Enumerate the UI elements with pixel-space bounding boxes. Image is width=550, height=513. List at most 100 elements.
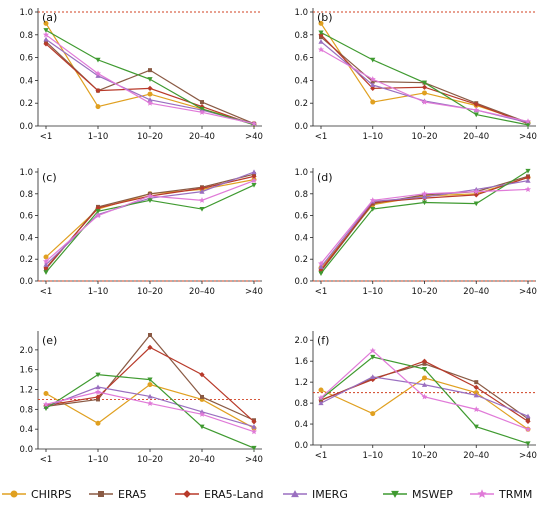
data-point-mswep: [421, 366, 428, 372]
y-tick-label: 0.0: [19, 277, 33, 287]
panel-b: 0.0 0.2 0.4 0.6 0.8 1.0 <1 1–10 10–20 20–40 >40 (b): [294, 8, 537, 142]
y-tick-label: 0.2: [294, 255, 308, 265]
x-tick-label: >40: [245, 132, 263, 142]
panel-a: 0.0 0.2 0.4 0.6 0.8 1.0 <1 1–10 10–20 20–40 >40 (a): [19, 8, 263, 142]
y-tick-label: 1.2: [19, 386, 33, 396]
legend-item-mswep: MSWEP: [383, 488, 453, 501]
data-point-imerg: [43, 262, 49, 267]
data-point-era5-land: [473, 384, 479, 390]
x-tick-label: <1: [40, 455, 53, 465]
x-tick-label: 20–40: [189, 455, 215, 465]
data-point-era5-land: [421, 358, 428, 364]
y-tick-label: 0.6: [19, 212, 33, 222]
data-point-era5: [526, 416, 530, 421]
x-tick-label: 10–20: [412, 132, 438, 142]
data-point-imerg: [473, 392, 479, 398]
data-point-chirps: [95, 104, 101, 110]
y-tick-label: 1.0: [19, 168, 33, 178]
series-line-era5: [45, 173, 255, 270]
legend-marker: [391, 490, 399, 498]
data-point-chirps: [147, 382, 153, 388]
x-tick-label: 10–20: [137, 287, 163, 297]
data-point-trmm: [198, 197, 206, 203]
data-point-trmm: [317, 394, 325, 401]
data-point-trmm: [146, 192, 154, 199]
legend-label: ERA5-Land: [204, 488, 263, 501]
y-tick-label: 0.8: [294, 399, 308, 409]
data-point-mswep: [473, 424, 479, 430]
x-tick-label: <1: [40, 132, 53, 142]
data-point-trmm: [473, 106, 480, 113]
y-tick-label: 1.0: [294, 8, 308, 18]
y-tick-label: 2.0: [294, 336, 308, 346]
data-point-era5-land: [147, 344, 153, 350]
y-tick-label: 0.8: [19, 190, 33, 200]
data-point-trmm: [369, 197, 376, 203]
data-point-chirps: [422, 90, 427, 96]
legend-marker: [183, 490, 191, 498]
data-point-trmm: [250, 177, 258, 184]
y-tick-label: 0.8: [294, 190, 308, 200]
data-point-imerg: [421, 382, 428, 387]
y-tick-label: 0.4: [19, 76, 33, 86]
data-point-chirps: [370, 99, 376, 105]
data-point-era5-land: [525, 418, 531, 425]
panel-label: (f): [317, 334, 329, 347]
y-tick-label: 0.2: [294, 99, 308, 109]
x-tick-label: 1–10: [88, 287, 108, 297]
panel-label: (b): [317, 11, 333, 24]
x-tick-label: 20–40: [463, 132, 489, 142]
x-tick-label: 10–20: [412, 451, 438, 461]
x-tick-label: >40: [245, 287, 263, 297]
x-tick-label: 10–20: [412, 287, 438, 297]
data-point-era5-land: [525, 174, 531, 181]
panel-f: 0.0 0.4 0.8 1.2 1.6 2.0 <1 1–10 10–20 20–40 >40 (f): [294, 331, 537, 461]
legend: CHIRPS ERA5 ERA5-Land IMERG MSWEP TRMM: [2, 488, 532, 501]
data-point-era5-land: [95, 205, 101, 211]
data-point-chirps: [318, 20, 324, 26]
data-point-imerg: [43, 36, 49, 42]
x-tick-label: 20–40: [189, 132, 215, 142]
legend-marker: [10, 490, 18, 498]
legend-marker: [477, 489, 487, 498]
series-line-chirps: [320, 23, 529, 124]
panel-label: (d): [317, 171, 333, 184]
series-line-chirps: [45, 179, 255, 258]
data-point-trmm: [473, 188, 480, 195]
data-point-trmm: [524, 186, 532, 193]
data-point-trmm: [369, 76, 376, 82]
data-point-mswep: [199, 206, 205, 212]
data-point-chirps: [422, 375, 427, 381]
data-point-era5-land: [370, 85, 376, 91]
y-tick-label: 0.6: [294, 54, 308, 64]
data-point-mswep: [370, 206, 376, 212]
y-tick-label: 1.0: [294, 168, 308, 178]
data-point-mswep: [95, 57, 101, 63]
data-point-trmm: [198, 109, 206, 115]
y-tick-label: 0.4: [294, 420, 308, 430]
data-point-era5-land: [251, 173, 257, 179]
legend-item-chirps: CHIRPS: [2, 488, 71, 501]
series-line-era5: [45, 41, 255, 125]
data-point-imerg: [370, 374, 376, 379]
data-point-era5-land: [95, 88, 101, 94]
x-tick-label: <1: [315, 287, 328, 297]
data-point-era5-land: [251, 419, 257, 425]
y-tick-label: 0.0: [19, 445, 33, 455]
legend-label: MSWEP: [412, 488, 453, 501]
data-point-imerg: [318, 264, 324, 269]
data-point-mswep: [370, 354, 376, 360]
data-point-era5-land: [199, 185, 205, 191]
data-point-chirps: [147, 91, 153, 97]
data-point-trmm: [42, 31, 50, 38]
y-tick-label: 1.2: [294, 378, 308, 388]
data-point-mswep: [43, 406, 49, 411]
y-tick-label: 0.2: [19, 255, 33, 265]
data-point-trmm: [146, 100, 154, 106]
data-point-chirps: [43, 390, 49, 396]
x-tick-label: 1–10: [363, 287, 383, 297]
data-point-chirps: [318, 387, 324, 393]
x-tick-label: >40: [245, 455, 263, 465]
series-line-era5: [320, 36, 529, 124]
